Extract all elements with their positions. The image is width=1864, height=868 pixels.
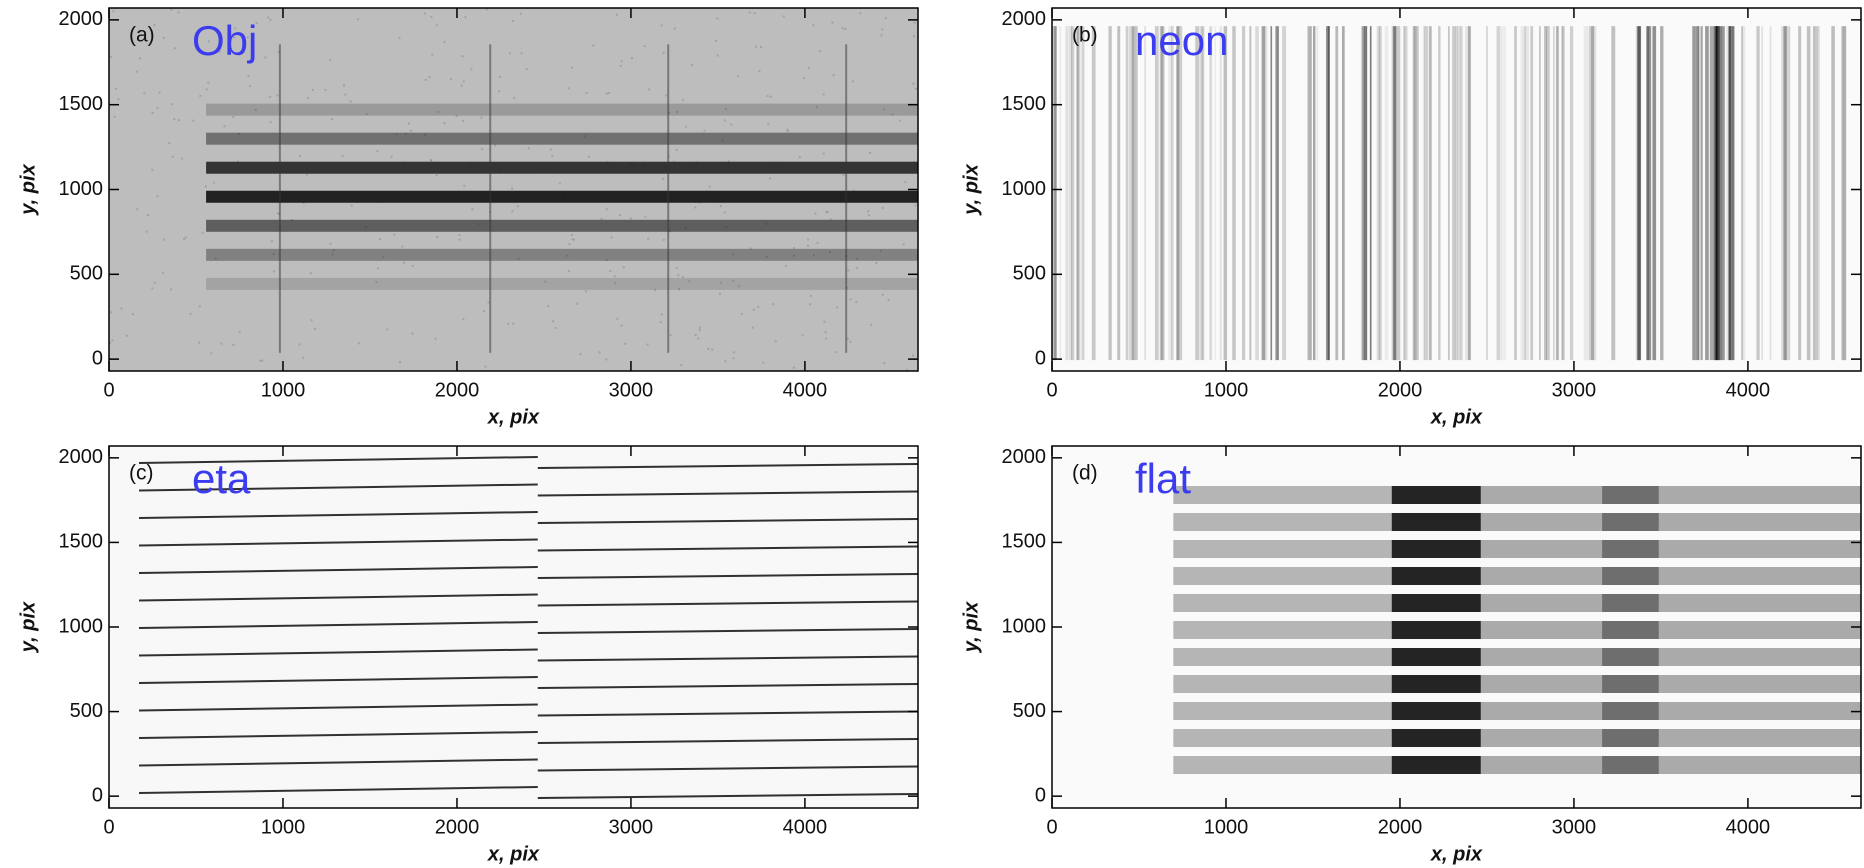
x-tick-label: 1000 xyxy=(1204,379,1249,401)
y-tick-label: 500 xyxy=(70,263,103,285)
x-tick-label: 3000 xyxy=(1552,379,1597,401)
x-tick-label: 0 xyxy=(1046,816,1057,838)
x-tick-label: 4000 xyxy=(1726,379,1771,401)
x-tick-label: 2000 xyxy=(1378,816,1423,838)
panel-label: (c) xyxy=(129,462,154,485)
panel-label: (b) xyxy=(1072,24,1098,47)
y-tick-label: 1500 xyxy=(1002,531,1047,553)
y-tick-label: 2000 xyxy=(1002,8,1047,30)
spectrum-image xyxy=(1052,446,1861,808)
panel-label: (a) xyxy=(129,24,155,47)
x-tick-label: 4000 xyxy=(1726,816,1771,838)
y-axis-label: y, pix xyxy=(17,163,39,215)
x-tick-label: 3000 xyxy=(609,816,654,838)
x-tick-label: 1000 xyxy=(261,379,306,401)
x-tick-label: 4000 xyxy=(783,816,828,838)
y-tick-label: 1000 xyxy=(59,615,104,637)
x-tick-label: 1000 xyxy=(261,816,306,838)
spectrum-image xyxy=(109,8,918,371)
y-tick-label: 2000 xyxy=(59,446,104,468)
y-tick-label: 500 xyxy=(1013,700,1046,722)
y-tick-label: 1500 xyxy=(1002,93,1047,115)
x-tick-label: 2000 xyxy=(435,379,480,401)
y-axis-label: y, pix xyxy=(960,163,982,215)
x-axis-label: x, pix xyxy=(487,406,540,428)
panel-annotation: eta xyxy=(192,455,251,502)
x-tick-label: 2000 xyxy=(1378,379,1423,401)
x-tick-label: 4000 xyxy=(783,379,828,401)
x-tick-label: 3000 xyxy=(609,379,654,401)
x-axis-label: x, pix xyxy=(1430,406,1483,428)
spectrum-image xyxy=(1052,8,1861,371)
x-tick-label: 0 xyxy=(103,816,114,838)
y-tick-label: 1000 xyxy=(1002,178,1047,200)
x-tick-label: 3000 xyxy=(1552,816,1597,838)
y-tick-label: 1000 xyxy=(1002,615,1047,637)
y-tick-label: 500 xyxy=(1013,263,1046,285)
panel: 0 1000 2000 3000 4000 0 500 1000 1500 2000 x, pix y… xyxy=(960,445,1862,865)
x-axis-label: x, pix xyxy=(487,843,540,865)
y-tick-label: 0 xyxy=(92,347,103,369)
panel-label: (d) xyxy=(1072,462,1098,485)
y-tick-label: 0 xyxy=(92,784,103,806)
panel: 0 1000 2000 3000 4000 0 500 1000 1500 2000 x, pix y… xyxy=(17,445,919,865)
x-axis-label: x, pix xyxy=(1430,843,1483,865)
y-tick-label: 1500 xyxy=(59,531,104,553)
x-tick-label: 0 xyxy=(103,379,114,401)
y-tick-label: 1500 xyxy=(59,93,104,115)
panel-annotation: Obj xyxy=(192,17,257,64)
y-tick-label: 2000 xyxy=(1002,446,1047,468)
y-tick-label: 2000 xyxy=(59,8,104,30)
y-tick-label: 0 xyxy=(1035,784,1046,806)
panel-annotation: neon xyxy=(1135,17,1228,64)
x-tick-label: 2000 xyxy=(435,816,480,838)
spectrum-image xyxy=(109,446,918,808)
panel: 0 1000 2000 3000 4000 0 500 1000 1500 2000 x, pix y… xyxy=(960,7,1862,428)
y-tick-label: 1000 xyxy=(59,178,104,200)
x-tick-label: 0 xyxy=(1046,379,1057,401)
y-tick-label: 0 xyxy=(1035,347,1046,369)
panel-annotation: flat xyxy=(1135,455,1191,502)
y-axis-label: y, pix xyxy=(960,601,982,653)
y-tick-label: 500 xyxy=(70,700,103,722)
panel: 0 1000 2000 3000 4000 0 500 1000 1500 2000 x, pix y… xyxy=(17,7,919,428)
x-tick-label: 1000 xyxy=(1204,816,1249,838)
y-axis-label: y, pix xyxy=(17,601,39,653)
